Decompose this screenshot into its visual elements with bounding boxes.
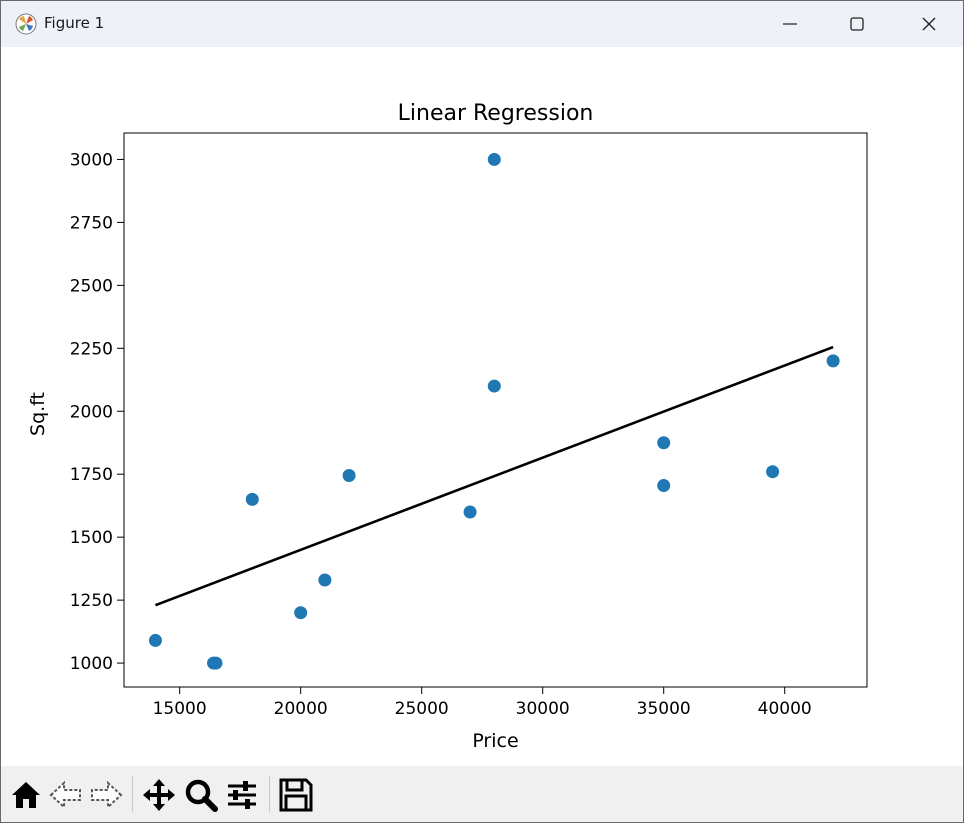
- pan-button[interactable]: [142, 778, 176, 812]
- minimize-icon: [783, 23, 797, 25]
- scatter-chart: 15000 20000 25000 30000 35000 40000 1000 1250 1…: [27, 101, 868, 752]
- forward-button[interactable]: [89, 778, 123, 812]
- x-tick-label: 15000: [153, 699, 207, 719]
- y-tick-label: 2250: [70, 339, 113, 359]
- figure-canvas[interactable]: 15000 20000 25000 30000 35000 40000 1000 1250 1…: [1, 47, 963, 766]
- scatter-point: [209, 656, 223, 670]
- matplotlib-logo-icon: [15, 13, 37, 35]
- forward-arrow-icon: [91, 780, 123, 810]
- x-tick-label: 30000: [516, 699, 570, 719]
- y-tick-label: 1500: [70, 528, 113, 548]
- pan-icon: [143, 779, 175, 811]
- maximize-button[interactable]: [828, 1, 886, 47]
- close-button[interactable]: [900, 1, 958, 47]
- scatter-point: [766, 465, 780, 479]
- home-icon: [12, 782, 40, 808]
- y-tick-label: 3000: [70, 150, 113, 170]
- scatter-point: [657, 436, 671, 450]
- y-tick-label: 2500: [70, 276, 113, 296]
- x-tick-label: 20000: [274, 699, 328, 719]
- toolbar-separator: [132, 776, 133, 812]
- window-title: Figure 1: [44, 14, 105, 32]
- x-tick-label: 25000: [395, 699, 449, 719]
- configure-subplots-icon: [228, 781, 256, 809]
- y-tick-label: 1000: [70, 654, 113, 674]
- configure-subplots-button[interactable]: [225, 778, 259, 812]
- back-arrow-icon: [49, 780, 81, 810]
- toolbar-separator: [269, 776, 270, 812]
- zoom-button[interactable]: [184, 778, 218, 812]
- x-axis-label: Price: [472, 730, 518, 752]
- close-icon: [922, 17, 936, 31]
- x-tick-label: 35000: [637, 699, 691, 719]
- y-tick-label: 2750: [70, 213, 113, 233]
- maximize-icon: [850, 17, 864, 31]
- plot-area: [123, 132, 868, 688]
- y-tick-label: 1750: [70, 465, 113, 485]
- regression-line: [154, 345, 834, 607]
- scatter-point: [148, 633, 162, 647]
- scatter-point: [487, 152, 501, 166]
- x-tick-label: 40000: [758, 699, 812, 719]
- scatter-point: [294, 606, 308, 620]
- minimize-button[interactable]: [761, 1, 819, 47]
- chart-title: Linear Regression: [398, 101, 594, 126]
- scatter-point: [318, 573, 332, 587]
- home-button[interactable]: [9, 778, 43, 812]
- title-bar[interactable]: Figure 1: [1, 1, 963, 47]
- scatter-point: [487, 379, 501, 393]
- scatter-point: [826, 354, 840, 368]
- y-axis-label: Sq.ft: [27, 392, 49, 436]
- scatter-point: [245, 492, 259, 506]
- save-icon: [279, 778, 313, 812]
- zoom-icon: [185, 779, 218, 812]
- navigation-toolbar: [1, 766, 963, 822]
- scatter-point: [342, 468, 356, 482]
- save-button[interactable]: [279, 778, 313, 812]
- scatter-point: [657, 479, 671, 493]
- y-tick-label: 2000: [70, 402, 113, 422]
- y-tick-label: 1250: [70, 591, 113, 611]
- scatter-point: [463, 505, 477, 519]
- back-button[interactable]: [49, 778, 83, 812]
